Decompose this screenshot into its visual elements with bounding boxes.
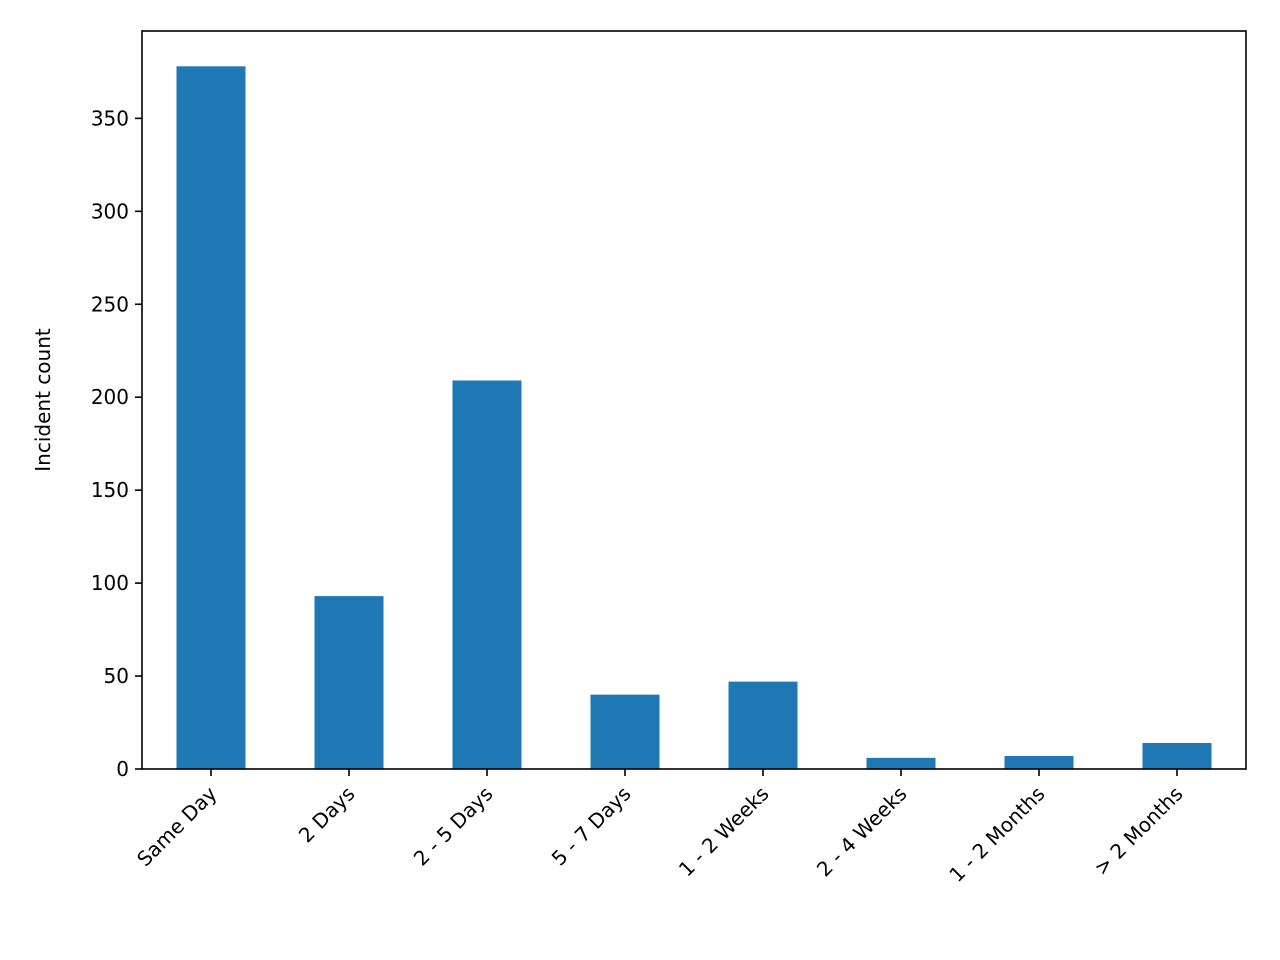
bar-4 [590, 694, 660, 769]
y-tick-label: 50 [104, 664, 129, 688]
x-tick-label: 2 - 4 Weeks [812, 782, 912, 882]
y-tick-label: 300 [91, 199, 129, 223]
x-tick-label: 1 - 2 Months [944, 782, 1049, 887]
bar-1 [176, 66, 246, 770]
plot-frame [141, 30, 1247, 770]
y-tick-label: 200 [91, 385, 129, 409]
bars-group [176, 66, 1212, 770]
bar-7 [1004, 755, 1074, 769]
x-tick-label: 1 - 2 Weeks [674, 782, 774, 882]
bar-5 [728, 681, 798, 769]
bar-6 [866, 757, 936, 769]
y-tick-label: 0 [116, 757, 129, 781]
y-axis-title: Incident count [31, 328, 55, 472]
y-axis: 0 50 100 150 200 250 300 350 [91, 106, 142, 781]
x-tick-label: Same Day [132, 781, 222, 871]
y-tick-label: 250 [91, 292, 129, 316]
y-tick-label: 350 [91, 106, 129, 130]
bar-3 [452, 380, 522, 769]
x-tick-label: 5 - 7 Days [547, 782, 636, 871]
y-tick-label: 100 [91, 571, 129, 595]
x-tick-label: > 2 Months [1089, 782, 1188, 881]
x-axis: Same Day 2 Days 2 - 5 Days 5 - 7 Days 1 - 2 … [132, 769, 1188, 887]
bar-2 [314, 596, 384, 769]
y-tick-label: 150 [91, 478, 129, 502]
bar-8 [1142, 742, 1212, 769]
x-tick-label: 2 - 5 Days [409, 782, 498, 871]
x-tick-label: 2 Days [294, 782, 360, 848]
